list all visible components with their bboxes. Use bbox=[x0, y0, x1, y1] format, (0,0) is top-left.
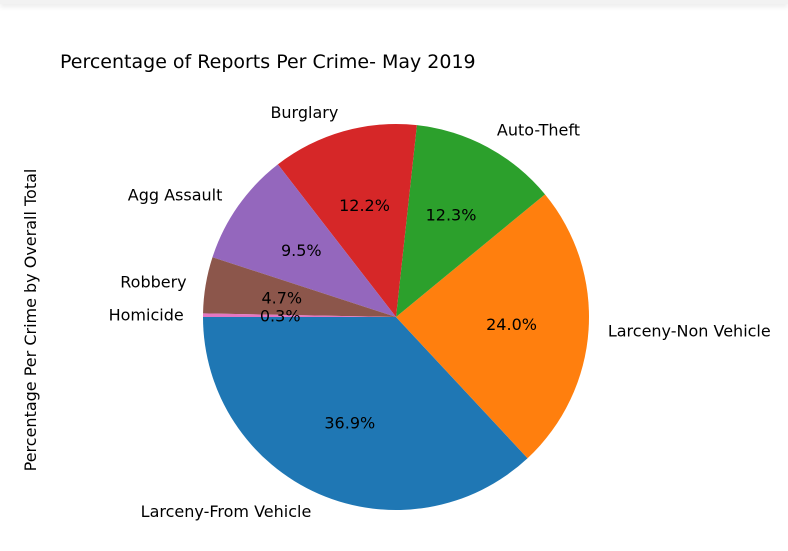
slice-agg-assault bbox=[212, 164, 396, 317]
pie-labels: 36.9% Larceny-From Vehicle 24.0% Larceny-No… bbox=[109, 103, 771, 521]
pct-label-larceny-from-vehicle: 36.9% bbox=[324, 414, 375, 433]
pct-label-robbery: 4.7% bbox=[261, 288, 302, 307]
slice-homicide bbox=[203, 313, 396, 317]
category-label-homicide: Homicide bbox=[109, 305, 184, 324]
pct-label-burglary: 12.2% bbox=[339, 196, 390, 215]
category-label-robbery: Robbery bbox=[120, 272, 186, 291]
category-label-burglary: Burglary bbox=[270, 103, 338, 122]
slice-auto-theft bbox=[396, 125, 546, 318]
pct-label-auto-theft: 12.3% bbox=[426, 206, 477, 225]
pct-label-agg-assault: 9.5% bbox=[281, 241, 322, 260]
slice-burglary bbox=[277, 124, 417, 317]
category-label-larceny-non-vehicle: Larceny-Non Vehicle bbox=[608, 322, 771, 341]
category-label-agg-assault: Agg Assault bbox=[128, 185, 223, 204]
pie-slices bbox=[203, 124, 589, 510]
category-label-larceny-from-vehicle: Larceny-From Vehicle bbox=[141, 502, 312, 521]
slice-robbery bbox=[203, 257, 396, 317]
slice-larceny-from-vehicle bbox=[203, 317, 528, 510]
category-label-auto-theft: Auto-Theft bbox=[497, 121, 580, 140]
pct-label-homicide: 0.3% bbox=[260, 306, 301, 325]
slice-larceny-non-vehicle bbox=[396, 194, 589, 459]
top-bar bbox=[0, 0, 788, 4]
pct-label-larceny-non-vehicle: 24.0% bbox=[486, 315, 537, 334]
y-axis-label: Percentage Per Crime by Overall Total bbox=[21, 169, 40, 472]
chart-title: Percentage of Reports Per Crime- May 201… bbox=[60, 51, 476, 73]
